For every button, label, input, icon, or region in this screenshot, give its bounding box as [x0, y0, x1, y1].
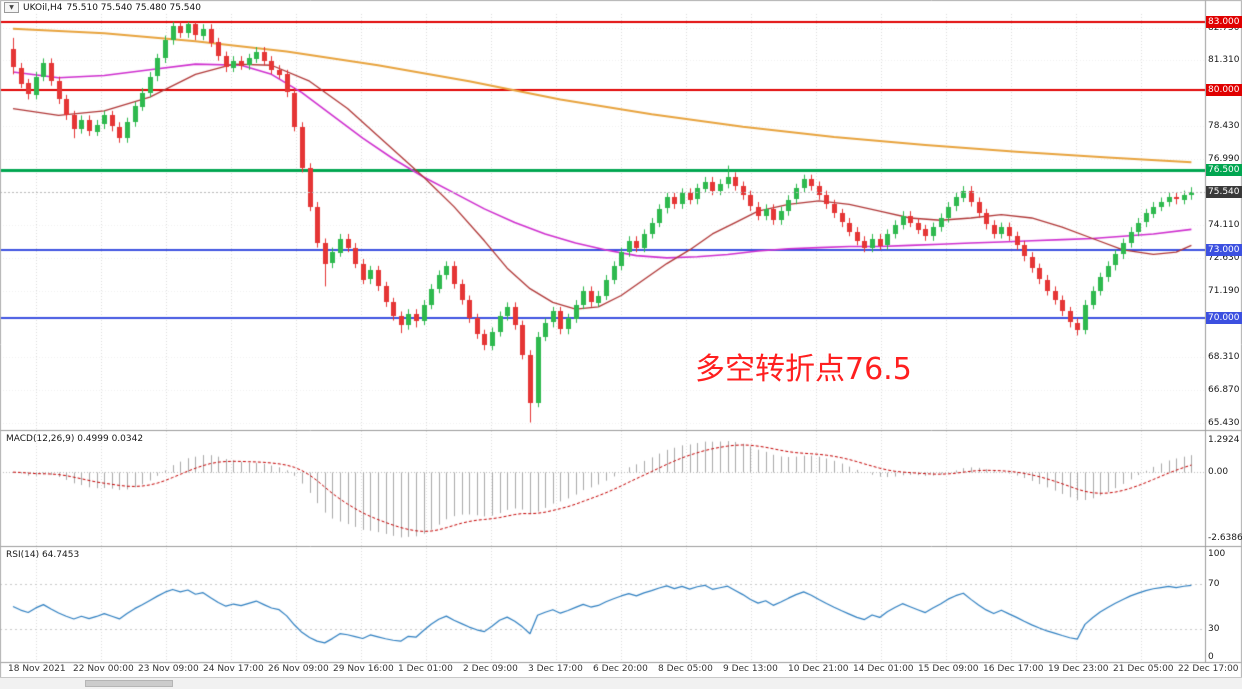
- time-axis-label: 22 Nov 00:00: [73, 664, 134, 674]
- time-axis-label: 10 Dec 21:00: [788, 664, 849, 674]
- price-tick-label: 76.990: [1208, 153, 1240, 164]
- macd-value-axis: 1.2924 0.00 -2.6386: [1206, 0, 1242, 689]
- time-axis-label: 9 Dec 13:00: [723, 664, 778, 674]
- chart-annotation-text: 多空转折点76.5: [695, 352, 912, 387]
- time-axis-label: 26 Nov 09:00: [268, 664, 329, 674]
- chart-scrollbar[interactable]: [0, 677, 1242, 689]
- time-axis-label: 29 Nov 16:00: [333, 664, 394, 674]
- price-tick-label: 78.430: [1208, 121, 1240, 132]
- macd-tick-label: 1.2924: [1208, 434, 1240, 445]
- time-axis[interactable]: 18 Nov 2021 22 Nov 00:00 23 Nov 09:00 24 No…: [0, 664, 1242, 677]
- price-tick-label: 68.310: [1208, 351, 1240, 362]
- rsi-indicator-label: RSI(14) 64.7453: [6, 550, 80, 560]
- time-axis-label: 18 Nov 2021: [8, 664, 66, 674]
- macd-tick-label: 0.00: [1208, 467, 1229, 478]
- price-line-badge: 80.000: [1206, 84, 1242, 97]
- price-line-badge: 70.000: [1206, 312, 1242, 325]
- price-tick-label: 65.430: [1208, 417, 1240, 428]
- time-axis-label: 21 Dec 05:00: [1113, 664, 1174, 674]
- rsi-tick-label: 70: [1208, 578, 1220, 589]
- current-price-badge: 75.540: [1206, 186, 1242, 198]
- time-axis-label: 14 Dec 01:00: [853, 664, 914, 674]
- price-tick-label: 71.190: [1208, 286, 1240, 297]
- symbol-timeframe-label: UKOil,H4: [23, 2, 63, 13]
- symbol-bar: ▼ UKOil,H4 75.510 75.540 75.480 75.540: [4, 2, 201, 13]
- scrollbar-thumb[interactable]: [85, 680, 173, 687]
- time-axis-label: 3 Dec 17:00: [528, 664, 583, 674]
- time-axis-label: 22 Dec 17:00: [1178, 664, 1239, 674]
- price-line-badge: 83.000: [1206, 15, 1242, 28]
- time-axis-label: 1 Dec 01:00: [398, 664, 453, 674]
- ohlc-values: 75.510 75.540 75.480 75.540: [66, 2, 201, 13]
- time-axis-label: 2 Dec 09:00: [463, 664, 518, 674]
- time-axis-label: 23 Nov 09:00: [138, 664, 199, 674]
- macd-tick-label: -2.6386: [1208, 532, 1242, 543]
- rsi-tick-label: 100: [1208, 549, 1226, 559]
- rsi-tick-label: 0: [1208, 652, 1214, 662]
- rsi-tick-label: 30: [1208, 624, 1220, 635]
- time-axis-label: 6 Dec 20:00: [593, 664, 648, 674]
- macd-indicator-label: MACD(12,26,9) 0.4999 0.0342: [6, 434, 144, 444]
- price-tick-label: 74.110: [1208, 219, 1240, 230]
- price-axis[interactable]: 82.75081.31078.43076.99074.11072.63071.1…: [1206, 0, 1242, 689]
- price-line-badge: 76.500: [1206, 164, 1242, 177]
- time-axis-label: 8 Dec 05:00: [658, 664, 713, 674]
- time-axis-label: 19 Dec 23:00: [1048, 664, 1109, 674]
- price-line-badge: 73.000: [1206, 243, 1242, 256]
- time-axis-label: 24 Nov 17:00: [203, 664, 264, 674]
- one-click-trading-toggle[interactable]: ▼: [4, 2, 19, 13]
- price-tick-label: 66.870: [1208, 384, 1240, 395]
- price-tick-label: 72.630: [1208, 253, 1240, 264]
- rsi-value-axis: 100 70 30 0: [1206, 0, 1242, 689]
- time-axis-label: 16 Dec 17:00: [983, 664, 1044, 674]
- time-axis-label: 15 Dec 09:00: [918, 664, 979, 674]
- price-tick-label: 81.310: [1208, 55, 1240, 66]
